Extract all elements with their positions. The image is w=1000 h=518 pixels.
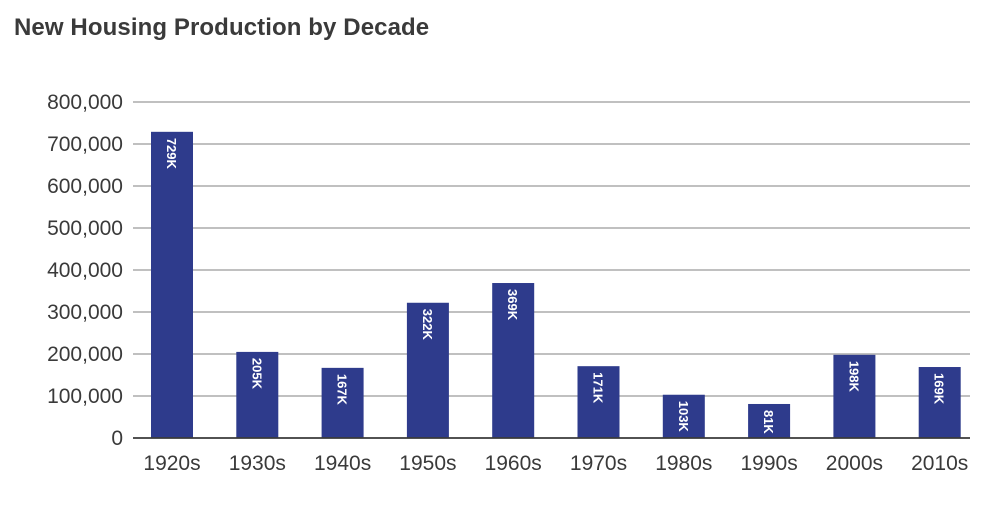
- bar-data-label: 198K: [846, 361, 861, 393]
- x-tick-label: 1980s: [655, 452, 712, 475]
- bar-data-label: 171K: [591, 372, 606, 404]
- bar-data-label: 81K: [761, 410, 776, 434]
- bar: [833, 354, 876, 438]
- bar: [406, 302, 449, 438]
- bar-data-label: 103K: [676, 401, 691, 433]
- y-tick-label: 300,000: [47, 301, 123, 324]
- bar: [236, 351, 279, 438]
- bar-data-label: 205K: [249, 358, 264, 390]
- chart-title: New Housing Production by Decade: [14, 14, 430, 41]
- bar: [321, 367, 364, 438]
- y-tick-label: 200,000: [47, 343, 123, 366]
- x-tick-label: 1960s: [485, 452, 542, 475]
- y-tick-label: 500,000: [47, 217, 123, 240]
- bar-data-label: 322K: [420, 309, 435, 341]
- bar: [492, 283, 535, 438]
- x-tick-label: 1940s: [314, 452, 371, 475]
- bar-data-label: 169K: [932, 373, 947, 405]
- x-tick-label: 1930s: [229, 452, 286, 475]
- bar: [918, 367, 961, 438]
- x-tick-label: 2010s: [911, 452, 968, 475]
- bar: [662, 394, 705, 438]
- x-tick-label: 2000s: [826, 452, 883, 475]
- bar: [577, 366, 620, 438]
- y-tick-label: 800,000: [47, 91, 123, 114]
- y-tick-label: 100,000: [47, 385, 123, 408]
- y-tick-label: 700,000: [47, 133, 123, 156]
- y-tick-label: 0: [111, 427, 123, 450]
- bar-data-label: 167K: [335, 374, 350, 406]
- y-tick-label: 400,000: [47, 259, 123, 282]
- bar: [748, 403, 791, 438]
- x-tick-label: 1970s: [570, 452, 627, 475]
- y-tick-label: 600,000: [47, 175, 123, 198]
- x-tick-label: 1990s: [740, 452, 797, 475]
- bar-data-label: 729K: [164, 138, 179, 170]
- bar: [151, 131, 193, 438]
- x-tick-label: 1920s: [143, 452, 200, 475]
- x-tick-label: 1950s: [399, 452, 456, 475]
- bar-data-label: 369K: [505, 289, 520, 321]
